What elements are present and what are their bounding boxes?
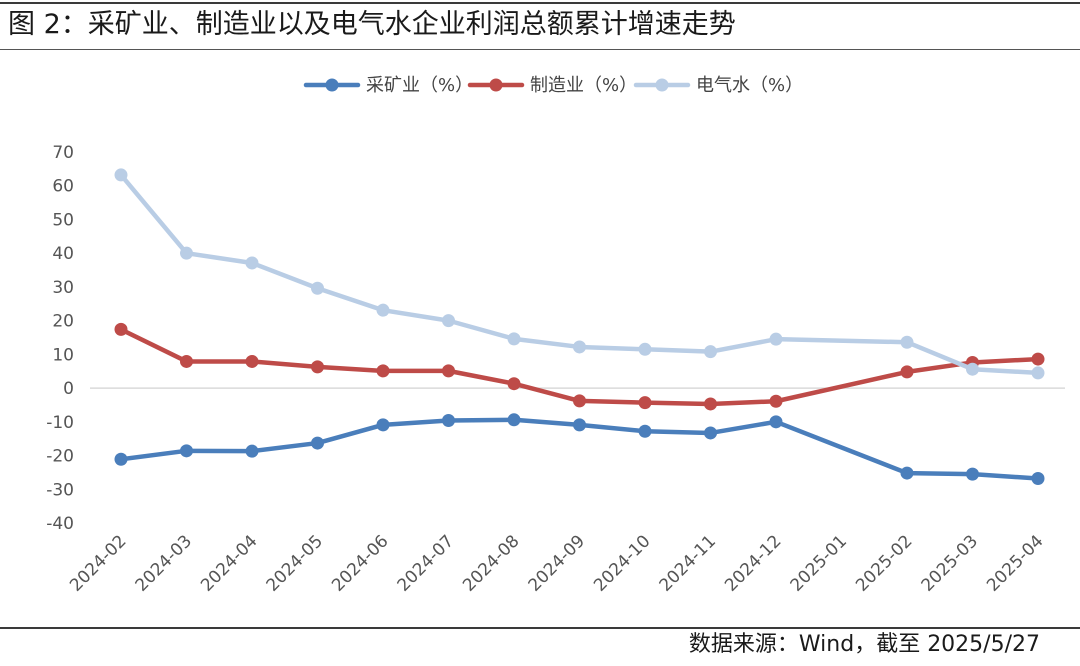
data-point xyxy=(245,444,259,458)
data-point xyxy=(966,467,979,481)
y-tick-label: 70 xyxy=(52,143,74,163)
top-rule xyxy=(0,2,1080,4)
data-point xyxy=(114,452,128,466)
data-point xyxy=(180,444,193,458)
y-tick-label: -10 xyxy=(46,413,74,433)
x-tick-label: 2025-01 xyxy=(787,531,851,595)
chart-title: 图 2：采矿业、制造业以及电气水企业利润总额累计增速走势 xyxy=(8,9,736,40)
legend-item: 电气水（%） xyxy=(633,75,803,96)
legend-item: 制造业（%） xyxy=(467,75,637,96)
y-tick-label: 50 xyxy=(52,210,74,230)
x-tick-label: 2025-02 xyxy=(852,531,916,595)
x-tick-label: 2024-03 xyxy=(132,531,196,595)
data-point xyxy=(376,418,390,432)
legend: 采矿业（%） 制造业（%） 电气水（%） xyxy=(303,75,803,96)
x-tick-label: 2024-12 xyxy=(721,531,785,595)
legend-label: 采矿业（%） xyxy=(366,75,473,96)
data-point xyxy=(704,426,717,440)
data-point xyxy=(1031,366,1045,380)
data-point xyxy=(376,364,390,378)
data-point xyxy=(638,396,652,410)
data-point xyxy=(573,394,586,408)
data-point xyxy=(900,365,914,379)
data-point xyxy=(376,303,390,317)
data-point xyxy=(769,332,783,346)
series-line xyxy=(118,327,1041,407)
x-tick-label: 2024-02 xyxy=(66,531,130,595)
data-point xyxy=(114,168,128,182)
legend-swatch-marker xyxy=(489,78,503,92)
data-point xyxy=(245,256,259,270)
data-point xyxy=(507,332,521,346)
data-point xyxy=(769,394,783,408)
x-tick-label: 2024-09 xyxy=(525,531,589,595)
legend-label: 制造业（%） xyxy=(530,75,637,96)
y-tick-label: 60 xyxy=(52,177,74,197)
y-tick-label: 30 xyxy=(52,278,74,298)
y-tick-label: 10 xyxy=(52,345,74,365)
series-0 xyxy=(114,413,1045,485)
data-point xyxy=(769,415,783,429)
y-tick-label: -40 xyxy=(46,514,74,534)
data-point xyxy=(507,413,521,427)
data-point xyxy=(507,377,521,391)
x-tick-label: 2024-04 xyxy=(197,531,261,595)
x-tick-label: 2025-04 xyxy=(983,531,1047,595)
x-tick-label: 2024-11 xyxy=(656,531,720,595)
title-rule xyxy=(0,49,1080,50)
data-point xyxy=(442,413,455,427)
x-tick-label: 2024-07 xyxy=(394,531,458,595)
x-tick-label: 2025-03 xyxy=(918,531,982,595)
data-point xyxy=(442,364,455,378)
series-2 xyxy=(114,168,1045,380)
series-line xyxy=(118,172,1041,376)
data-point xyxy=(114,322,128,336)
data-point xyxy=(704,345,717,359)
data-point xyxy=(1031,471,1045,485)
data-point xyxy=(311,281,324,295)
data-point xyxy=(180,246,193,260)
data-point xyxy=(704,397,717,411)
data-point xyxy=(311,360,324,374)
data-point xyxy=(900,466,914,480)
data-point xyxy=(245,354,259,368)
legend-swatch-marker xyxy=(325,78,339,92)
x-tick-label: 2024-05 xyxy=(263,531,327,595)
x-tick-label: 2024-10 xyxy=(590,531,654,595)
x-tick-label: 2024-06 xyxy=(328,531,392,595)
x-tick-label: 2024-08 xyxy=(459,531,523,595)
data-point xyxy=(442,314,455,328)
x-axis: 2024-02 2024-03 2024-04 2024-05 2024-06 2024-… xyxy=(66,531,1047,595)
data-point xyxy=(573,340,586,354)
series-1 xyxy=(114,322,1045,411)
data-point xyxy=(573,418,586,432)
data-point xyxy=(900,335,914,349)
y-axis: 70 60 50 40 30 20 10 0 -10 -20 -30 -40 xyxy=(46,143,1065,534)
series-line xyxy=(118,417,1041,481)
data-point xyxy=(638,342,652,356)
y-tick-label: 40 xyxy=(52,244,74,264)
line-chart: 采矿业（%） 制造业（%） 电气水（%） 70 60 50 40 30 20 10 0 -10 -20… xyxy=(46,75,1065,596)
data-point xyxy=(1031,352,1045,366)
legend-label: 电气水（%） xyxy=(696,75,803,96)
y-tick-label: 0 xyxy=(63,379,74,399)
y-tick-label: 20 xyxy=(52,312,74,332)
data-point xyxy=(180,354,193,368)
bottom-rule xyxy=(0,627,1080,629)
data-point xyxy=(638,424,652,438)
data-point xyxy=(311,436,324,450)
y-tick-label: -20 xyxy=(46,447,74,467)
series-group xyxy=(114,168,1045,485)
data-source: 数据来源：Wind，截至 2025/5/27 xyxy=(688,632,1040,657)
data-point xyxy=(966,362,979,376)
legend-swatch-marker xyxy=(655,78,669,92)
legend-item: 采矿业（%） xyxy=(303,75,473,96)
y-tick-label: -30 xyxy=(46,480,74,500)
